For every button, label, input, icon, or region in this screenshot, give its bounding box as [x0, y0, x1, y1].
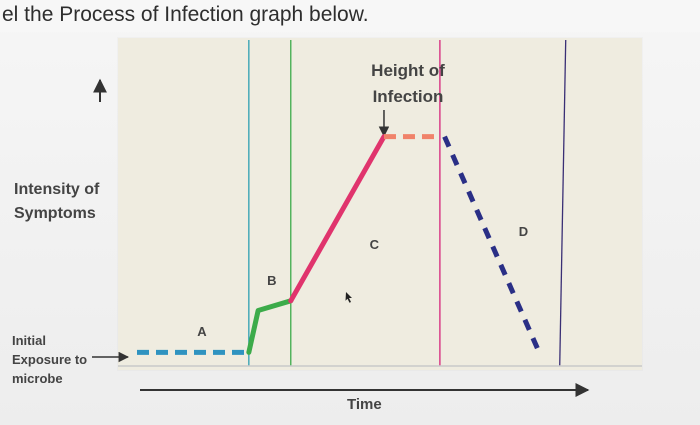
question-header: el the Process of Infection graph below. [0, 0, 700, 32]
segment-label-b: B [267, 272, 277, 288]
curve-segment-b [246, 298, 294, 355]
peak-annotation: Height of Infection [371, 61, 445, 106]
curve-segment-d [442, 135, 541, 351]
divider-line-4 [559, 39, 567, 367]
segment-label-a: A [197, 324, 207, 340]
section-dividers [248, 39, 567, 367]
infection-curve [137, 134, 541, 355]
segment-label-d: D [518, 224, 529, 240]
curve-segment-c [288, 134, 387, 304]
y-axis-label: Intensity of Symptoms [14, 181, 100, 222]
initial-exposure-label: Initial Exposure to microbe [12, 333, 88, 386]
segment-label-c: C [369, 237, 380, 253]
question-text: el the Process of Infection graph below. [2, 3, 369, 26]
x-axis-label: Time [347, 396, 382, 413]
graph-sheet [118, 38, 642, 370]
cursor-icon [345, 292, 352, 303]
